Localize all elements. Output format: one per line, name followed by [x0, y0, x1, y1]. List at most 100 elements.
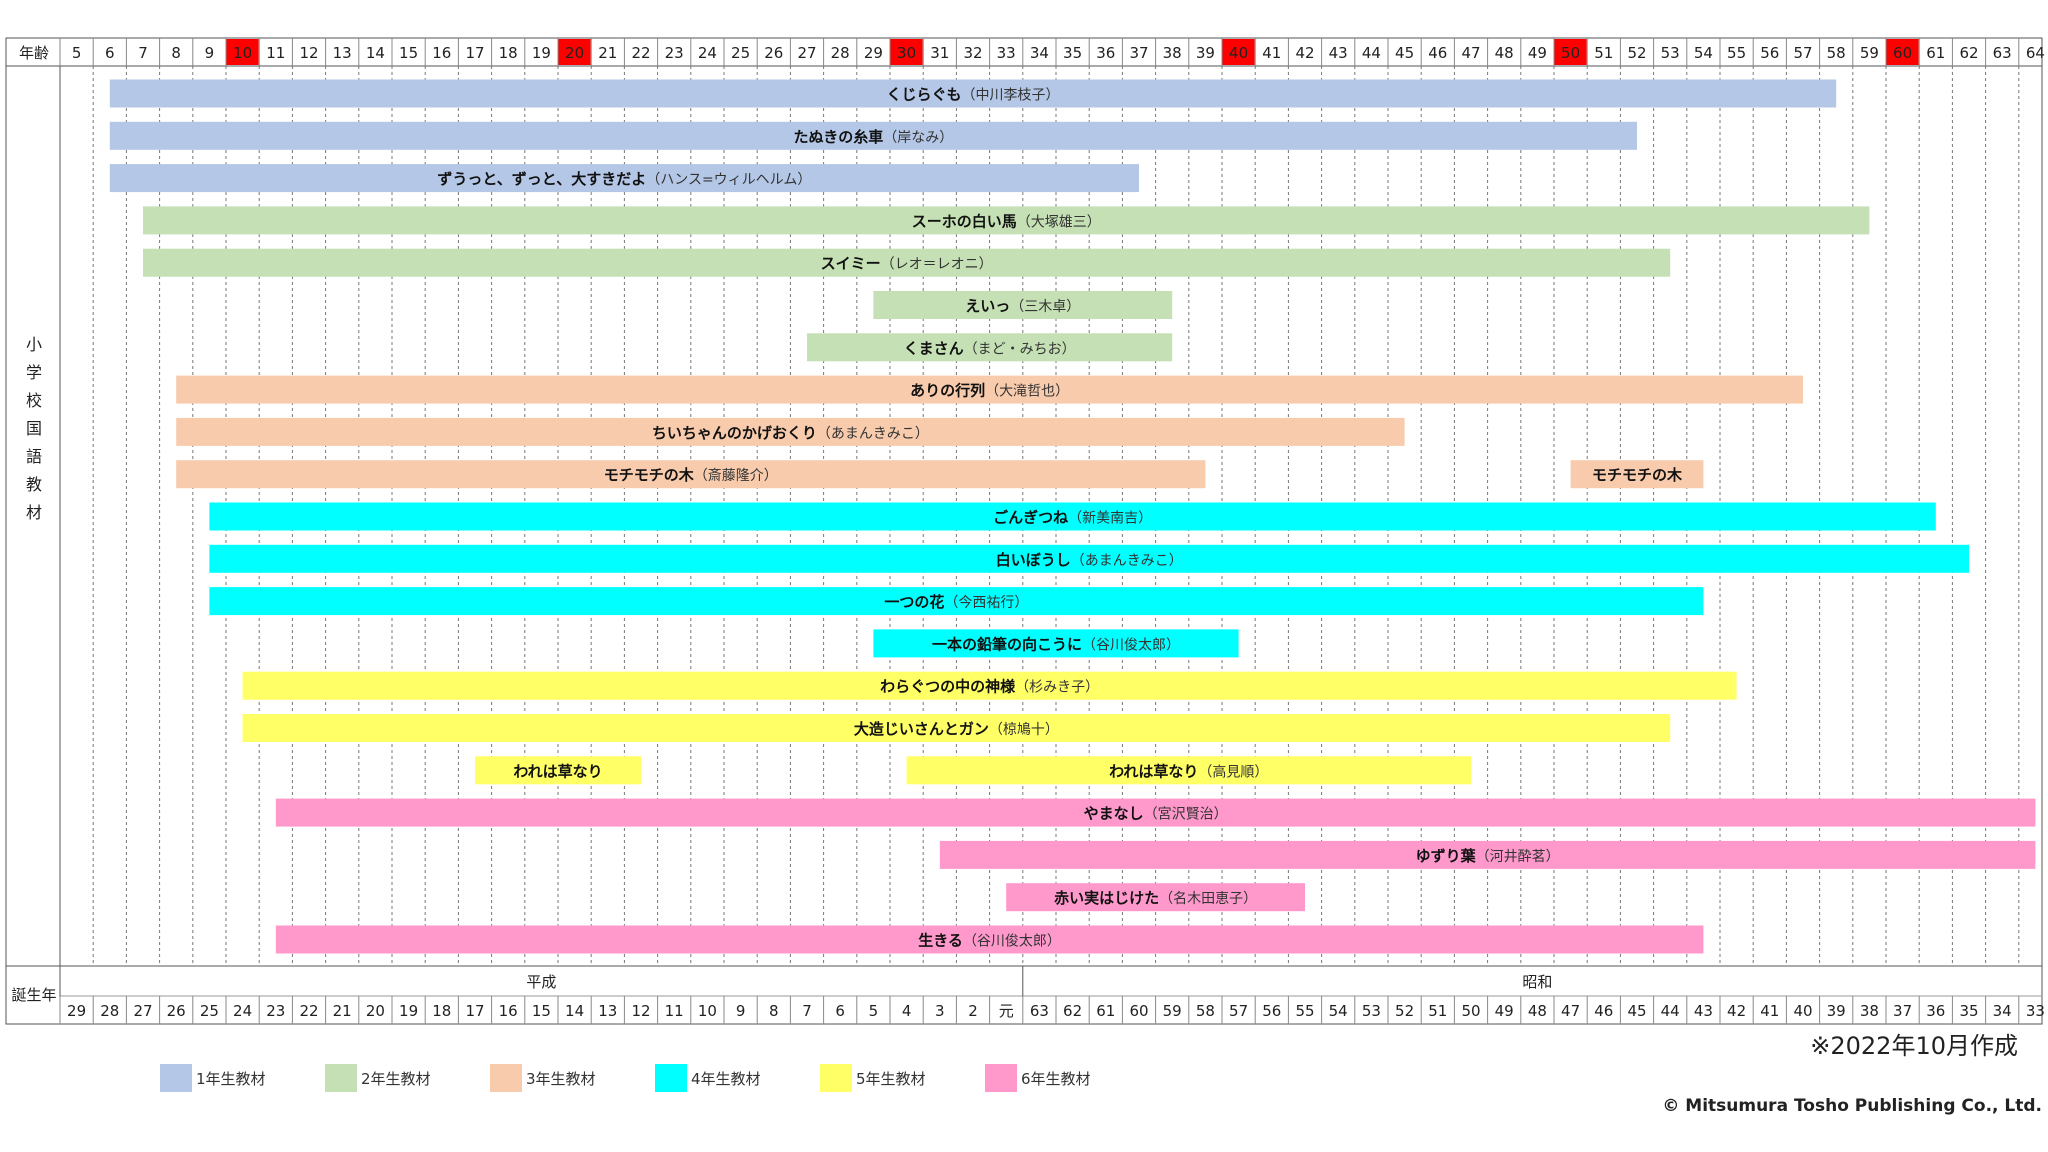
- material-title: 一つの花: [884, 593, 944, 611]
- birth-year-label: 15: [532, 1002, 551, 1020]
- copyright-text: © Mitsumura Tosho Publishing Co., Ltd.: [1662, 1096, 2042, 1116]
- age-highlight: [558, 39, 591, 65]
- age-tick-label: 38: [1163, 44, 1182, 62]
- age-tick-label: 31: [930, 44, 949, 62]
- age-tick-label: 5: [72, 44, 82, 62]
- legend-swatch: [655, 1064, 687, 1092]
- age-tick-label: 22: [631, 44, 650, 62]
- material-label: くまさん（まど・みちお）: [904, 339, 1076, 357]
- age-tick-label: 44: [1362, 44, 1381, 62]
- material-author: （三木卓）: [1010, 299, 1080, 315]
- age-tick-label: 59: [1860, 44, 1879, 62]
- age-tick-label: 33: [997, 44, 1016, 62]
- age-tick-label: 41: [1262, 44, 1281, 62]
- material-author: （中川李枝子）: [962, 88, 1060, 104]
- material-author: （斎藤隆介）: [694, 467, 778, 484]
- material-label: くじらぐも（中川李枝子）: [886, 86, 1059, 104]
- legend-swatch: [985, 1064, 1017, 1092]
- age-tick-label: 27: [797, 44, 816, 62]
- legend-label: 2年生教材: [361, 1070, 431, 1088]
- birth-year-header-label: 誕生年: [11, 986, 56, 1004]
- material-label: 一つの花（今西祐行）: [884, 593, 1028, 611]
- birth-year-label: 34: [1993, 1002, 2012, 1020]
- birth-year-label: 39: [1827, 1002, 1846, 1020]
- birth-year-label: 52: [1395, 1002, 1414, 1020]
- birth-year-label: 37: [1893, 1002, 1912, 1020]
- birth-year-label: 57: [1229, 1002, 1248, 1020]
- material-label: たぬきの糸車（岸なみ）: [794, 128, 954, 146]
- age-tick-label: 50: [1561, 44, 1580, 62]
- material-author: （宮沢賢治）: [1144, 807, 1228, 823]
- birth-year-label: 2: [968, 1002, 978, 1020]
- birth-year-label: 21: [333, 1002, 352, 1020]
- material-author: （大塚雄三）: [1017, 214, 1101, 230]
- birth-year-label: 16: [499, 1002, 518, 1020]
- category-label-char: 材: [26, 503, 42, 522]
- age-tick-label: 36: [1096, 44, 1115, 62]
- age-tick-label: 29: [864, 44, 883, 62]
- birth-year-label: 23: [266, 1002, 285, 1020]
- birth-year-label: 46: [1594, 1002, 1613, 1020]
- material-bar: [275, 925, 1704, 954]
- legend-label: 4年生教材: [691, 1070, 761, 1088]
- material-label: われは草なり: [513, 762, 602, 780]
- age-tick-label: 61: [1926, 44, 1945, 62]
- age-highlight: [226, 39, 259, 65]
- age-highlight: [1554, 39, 1587, 65]
- material-title: くじらぐも: [886, 86, 961, 104]
- category-label-char: 教: [26, 475, 42, 494]
- age-tick-label: 64: [2026, 44, 2045, 62]
- birth-year-label: 60: [1129, 1002, 1148, 1020]
- material-bar: [475, 756, 641, 785]
- material-bar: [1570, 460, 1704, 489]
- age-tick-label: 34: [1030, 44, 1049, 62]
- material-label: 一本の鉛筆の向こうに（谷川俊太郎）: [932, 635, 1180, 653]
- age-tick-label: 30: [897, 44, 916, 62]
- material-title: やまなし: [1084, 805, 1144, 823]
- birth-year-label: 17: [465, 1002, 484, 1020]
- material-bar: [109, 121, 1637, 150]
- birth-year-label: 41: [1760, 1002, 1779, 1020]
- birth-year-label: 5: [869, 1002, 879, 1020]
- material-label: わらぐつの中の神様（杉みき子）: [880, 678, 1099, 696]
- legend-label: 1年生教材: [196, 1070, 266, 1088]
- category-label-char: 小: [26, 335, 42, 354]
- material-title: えいっ: [965, 297, 1010, 315]
- material-title: 白いぼうし: [996, 551, 1071, 569]
- material-label: ありの行列（大滝哲也）: [910, 382, 1069, 400]
- birth-year-label: 7: [802, 1002, 812, 1020]
- age-tick-label: 26: [764, 44, 783, 62]
- material-author: （大滝哲也）: [985, 384, 1069, 400]
- birth-year-label: 38: [1860, 1002, 1879, 1020]
- material-author: （今西祐行）: [944, 595, 1028, 611]
- birth-year-label: 40: [1793, 1002, 1812, 1020]
- age-tick-label: 55: [1727, 44, 1746, 62]
- legend-label: 5年生教材: [856, 1070, 926, 1088]
- category-label-char: 学: [26, 363, 42, 382]
- birth-year-label: 3: [935, 1002, 945, 1020]
- birth-year-label: 4: [902, 1002, 912, 1020]
- age-tick-label: 10: [233, 44, 252, 62]
- material-title: ゆずり葉: [1416, 847, 1477, 865]
- material-title: 一本の鉛筆の向こうに: [932, 635, 1082, 653]
- birth-year-label: 63: [1030, 1002, 1049, 1020]
- birth-year-label: 35: [1959, 1002, 1978, 1020]
- birth-year-label: 62: [1063, 1002, 1082, 1020]
- material-title: スーホの白い馬: [912, 212, 1017, 230]
- birth-year-label: 22: [299, 1002, 318, 1020]
- age-tick-label: 7: [138, 44, 148, 62]
- birth-year-label: 11: [665, 1002, 684, 1020]
- age-highlight: [890, 39, 923, 65]
- age-tick-label: 20: [565, 44, 584, 62]
- birth-year-label: 55: [1295, 1002, 1314, 1020]
- birth-year-label: 19: [399, 1002, 418, 1020]
- age-tick-label: 63: [1993, 44, 2012, 62]
- age-header-label: 年齢: [19, 44, 49, 62]
- material-bar: [109, 164, 1139, 193]
- age-tick-label: 57: [1793, 44, 1812, 62]
- material-title: たぬきの糸車: [794, 128, 884, 146]
- material-author: （谷川俊太郎）: [963, 934, 1061, 950]
- birth-year-label: 56: [1262, 1002, 1281, 1020]
- material-bar: [873, 291, 1173, 319]
- material-label: えいっ（三木卓）: [965, 297, 1080, 315]
